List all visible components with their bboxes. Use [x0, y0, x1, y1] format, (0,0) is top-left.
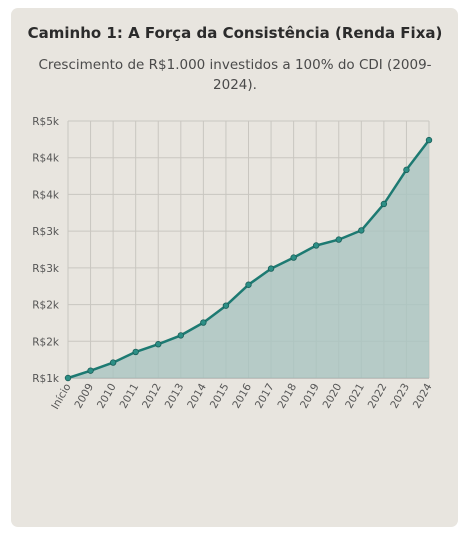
x-tick-label-2019: 2019	[298, 382, 322, 411]
data-point-2017[interactable]	[267, 265, 275, 272]
x-tick-label-Início: Início	[49, 382, 73, 412]
y-tick-label-2: R$2k	[32, 300, 60, 312]
x-tick-label-2022: 2022	[366, 382, 390, 411]
chart-subtitle: Crescimento de R$1.000 investidos a 100%…	[38, 57, 432, 93]
data-point-2018[interactable]	[290, 254, 297, 261]
x-tick-label-2020: 2020	[321, 382, 345, 411]
x-axis-ticks: Início2009201020112012201320142015201620…	[49, 381, 434, 411]
y-tick-label-6: R$4k	[32, 153, 60, 165]
y-tick-label-5: R$4k	[32, 189, 60, 201]
x-tick-label-2024: 2024	[411, 381, 435, 410]
data-point-Início[interactable]	[64, 374, 72, 382]
y-tick-label-7: R$5k	[32, 116, 60, 128]
y-tick-label-0: R$1k	[32, 373, 60, 385]
x-tick-label-2021: 2021	[343, 382, 367, 411]
series-area	[68, 140, 429, 378]
x-tick-label-2017: 2017	[253, 382, 277, 411]
x-tick-label-2010: 2010	[95, 382, 119, 411]
data-point-2023[interactable]	[403, 166, 410, 174]
data-point-2019[interactable]	[312, 242, 320, 249]
data-point-2020[interactable]	[335, 236, 342, 243]
x-tick-label-2015: 2015	[208, 382, 232, 411]
data-point-2014[interactable]	[200, 319, 207, 326]
y-axis-ticks: R$1k R$2k R$2k R$3k R$3k R$4k R$4k R$5k	[32, 116, 60, 385]
y-tick-label-1: R$2k	[32, 336, 60, 348]
x-tick-label-2013: 2013	[163, 382, 187, 411]
data-point-2024[interactable]	[425, 136, 433, 144]
area-fill-layer	[68, 140, 429, 378]
data-point-2022[interactable]	[380, 200, 388, 208]
x-tick-label-2011: 2011	[118, 382, 142, 411]
chart-title: Caminho 1: A Força da Consistência (Rend…	[27, 24, 443, 42]
data-point-2010[interactable]	[109, 359, 117, 366]
x-tick-label-2018: 2018	[275, 382, 299, 411]
data-point-2021[interactable]	[358, 227, 365, 234]
y-tick-label-3: R$3k	[32, 263, 60, 275]
x-tick-label-2012: 2012	[140, 382, 164, 411]
data-point-2016[interactable]	[245, 281, 252, 288]
y-tick-label-4: R$3k	[32, 226, 60, 238]
data-point-2012[interactable]	[155, 341, 162, 348]
data-point-2011[interactable]	[132, 348, 139, 356]
data-point-2009[interactable]	[87, 367, 94, 374]
markers-layer	[64, 136, 433, 382]
x-tick-label-2016: 2016	[230, 381, 254, 410]
data-point-2015[interactable]	[222, 302, 230, 309]
x-tick-label-2014: 2014	[185, 381, 209, 410]
data-point-2013[interactable]	[177, 332, 185, 339]
x-tick-label-2009: 2009	[72, 382, 96, 411]
x-tick-label-2023: 2023	[388, 382, 412, 411]
